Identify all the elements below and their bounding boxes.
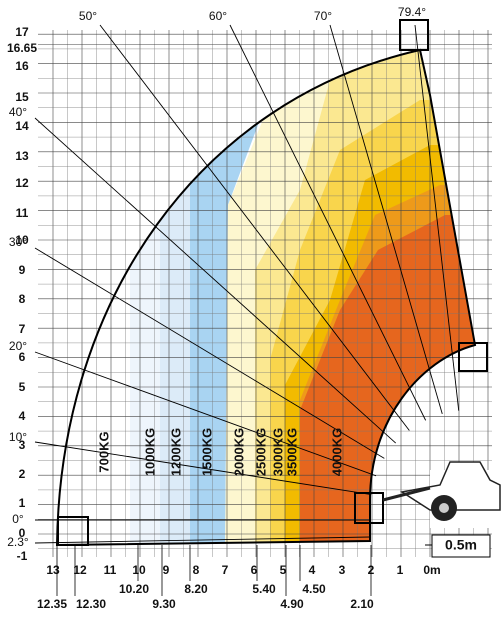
distance-label: 4.50 <box>302 582 326 596</box>
angle-line <box>34 247 385 459</box>
angle-line <box>34 441 372 495</box>
boom-head <box>399 19 429 51</box>
y-label: 9 <box>19 263 26 277</box>
zone-1000 <box>130 50 160 545</box>
angle-line <box>229 24 427 421</box>
angle-label: 20° <box>9 339 27 353</box>
x-label: 13 <box>46 563 60 577</box>
load-label: 2500KG <box>253 428 268 476</box>
x-label: 7 <box>222 563 229 577</box>
zone-1500 <box>190 50 300 545</box>
distance-label: 10.20 <box>119 582 149 596</box>
angle-label: 40° <box>9 105 27 119</box>
x-label: 8 <box>193 563 200 577</box>
y-label: 15 <box>15 90 29 104</box>
y-label: 13 <box>15 149 29 163</box>
machine-icon <box>382 461 502 528</box>
y-label: 6 <box>19 350 26 364</box>
x-label: 5 <box>280 563 287 577</box>
x-label: 3 <box>339 563 346 577</box>
load-label: 3000KG <box>270 428 285 476</box>
angle-lines <box>34 24 460 544</box>
y-label: 2 <box>19 467 26 481</box>
x-label: 12 <box>73 563 87 577</box>
angle-line <box>329 24 443 415</box>
load-label: 1200KG <box>168 428 183 476</box>
y-label: 4 <box>19 409 26 423</box>
angle-label: 2.3° <box>7 535 29 549</box>
distance-label: 12.35 <box>37 597 67 611</box>
angle-line <box>99 24 410 431</box>
angle-line <box>414 24 460 411</box>
distance-label: 2.10 <box>350 597 374 611</box>
angle-label: 10° <box>9 430 27 444</box>
angle-label: 50° <box>79 9 97 23</box>
y-label: 0 <box>19 526 26 540</box>
load-label: 3500KG <box>284 428 299 476</box>
distance-label: 12.30 <box>76 597 106 611</box>
y-label: 12 <box>15 176 29 190</box>
y-label: 16.65 <box>7 41 37 55</box>
angle-label: 60° <box>209 9 227 23</box>
scale-box <box>431 534 491 558</box>
angle-label: 30° <box>9 235 27 249</box>
angle-line <box>34 117 397 444</box>
scale-label: 0.5m <box>445 537 477 553</box>
x-label: 11 <box>104 563 117 577</box>
grid-overlay <box>38 30 492 557</box>
distance-label: 8.20 <box>184 582 208 596</box>
x-label: 1 <box>397 563 404 577</box>
y-label: 1 <box>19 496 26 510</box>
boom-head <box>57 516 89 546</box>
y-label: 8 <box>19 292 26 306</box>
load-label: 700KG <box>96 431 111 472</box>
x-label: 0m <box>423 563 440 577</box>
load-label: 1500KG <box>199 428 214 476</box>
distance-label: 4.90 <box>280 597 304 611</box>
angle-label: 0° <box>12 512 24 526</box>
boom-head <box>354 492 384 524</box>
angle-line <box>34 536 371 544</box>
y-label: 3 <box>19 438 26 452</box>
x-label: 9 <box>163 563 170 577</box>
wheel-hub <box>439 503 449 513</box>
y-label: 11 <box>16 206 29 220</box>
x-label: 4 <box>309 563 316 577</box>
x-label: 10 <box>132 563 146 577</box>
y-label: 14 <box>15 119 29 133</box>
load-label: 2000KG <box>231 428 246 476</box>
envelope <box>55 48 477 547</box>
distance-label: 5.40 <box>252 582 276 596</box>
y-label: 16 <box>15 59 29 73</box>
load-label: 4000KG <box>329 428 344 476</box>
machine-boom <box>382 486 431 502</box>
y-label: -1 <box>17 549 28 563</box>
y-label: 17 <box>15 25 29 39</box>
angle-label: 79.4° <box>398 5 426 19</box>
boom-head <box>458 342 488 372</box>
x-label: 6 <box>251 563 258 577</box>
y-label: 7 <box>19 322 26 336</box>
angle-line <box>34 351 377 477</box>
distance-label: 9.30 <box>152 597 176 611</box>
y-label: 10 <box>15 233 29 247</box>
load-label: 1000KG <box>142 428 157 476</box>
y-label: 5 <box>19 380 26 394</box>
angle-label: 70° <box>314 9 332 23</box>
